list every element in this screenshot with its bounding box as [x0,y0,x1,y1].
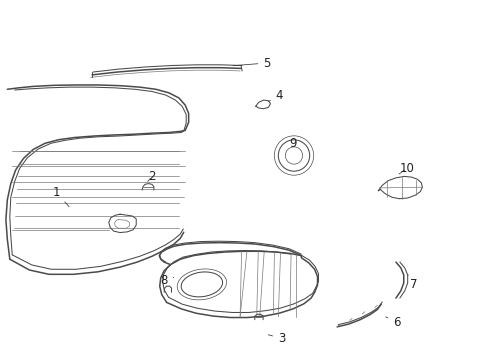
Text: 8: 8 [160,274,174,287]
Text: 7: 7 [408,274,418,291]
Text: 3: 3 [268,332,286,345]
Text: 4: 4 [269,89,283,102]
Text: 9: 9 [289,137,297,150]
Text: 2: 2 [148,170,156,183]
Text: 1: 1 [52,186,69,207]
Text: 10: 10 [399,162,414,175]
Text: 6: 6 [386,316,401,329]
Text: 5: 5 [233,57,271,69]
